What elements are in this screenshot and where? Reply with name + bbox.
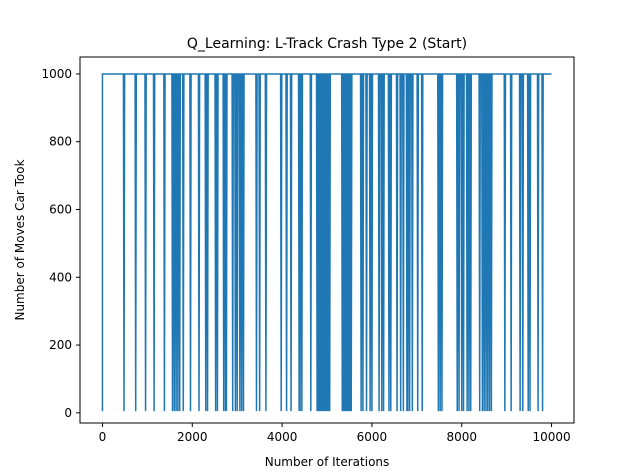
x-axis-label: Number of Iterations (265, 455, 390, 469)
x-tick-label: 4000 (267, 430, 298, 444)
plot-region (101, 73, 552, 412)
chart-title: Q_Learning: L-Track Crash Type 2 (Start) (187, 36, 467, 52)
x-tick-label: 0 (99, 430, 107, 444)
y-tick-label: 800 (49, 135, 72, 149)
x-tick-label: 2000 (177, 430, 208, 444)
y-tick-label: 400 (49, 270, 72, 284)
x-tick-label: 10000 (532, 430, 570, 444)
y-axis-label: Number of Moves Car Took (13, 159, 27, 320)
y-tick-label: 0 (64, 406, 72, 420)
y-axis-ticks: 0 200 400 600 800 1000 (41, 67, 80, 420)
series-line (101, 73, 552, 412)
y-tick-label: 1000 (41, 67, 72, 81)
y-tick-label: 600 (49, 203, 72, 217)
x-axis-ticks: 0 2000 4000 6000 8000 10000 (99, 423, 571, 444)
x-tick-label: 6000 (357, 430, 388, 444)
y-tick-label: 200 (49, 338, 72, 352)
x-tick-label: 8000 (446, 430, 477, 444)
axes-frame (79, 56, 575, 424)
